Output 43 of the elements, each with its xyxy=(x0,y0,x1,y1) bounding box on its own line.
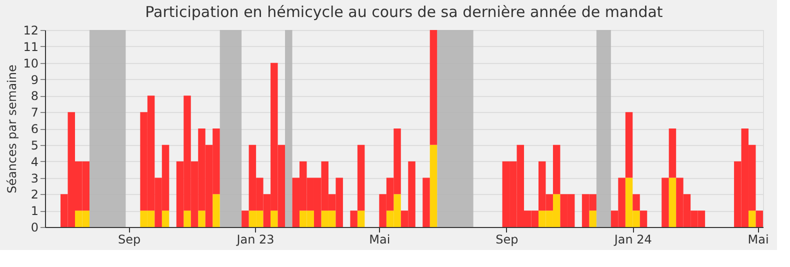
x-tick-label: Jan 24 xyxy=(613,232,652,246)
bar xyxy=(748,210,756,227)
y-tick-label: 11 xyxy=(23,40,38,54)
bar xyxy=(350,210,358,227)
y-tick-label: 2 xyxy=(30,188,38,202)
x-tick-label: Mai xyxy=(748,232,769,246)
x-tick-label: Sep xyxy=(118,232,141,246)
y-tick-label: 7 xyxy=(30,106,38,120)
bar xyxy=(422,178,430,227)
y-tick-label: 3 xyxy=(30,171,38,186)
bar xyxy=(625,112,633,178)
y-tick-label: 10 xyxy=(23,56,38,70)
y-tick-label: 9 xyxy=(30,72,38,87)
y-tick-label: 12 xyxy=(23,24,38,38)
bar xyxy=(270,210,278,227)
x-tick-label: Sep xyxy=(496,232,518,246)
bar xyxy=(756,210,763,227)
x-tick-label: Jan 23 xyxy=(236,232,274,246)
bar xyxy=(162,210,170,227)
bar xyxy=(632,194,640,211)
bar xyxy=(242,210,249,227)
y-tick-label: 8 xyxy=(30,89,38,104)
bar xyxy=(198,210,206,227)
bar xyxy=(184,210,191,227)
x-tick-label: Mai xyxy=(369,232,390,246)
bar xyxy=(430,30,438,145)
y-axis-title: Séances par semaine xyxy=(5,64,20,194)
y-tick-label: 4 xyxy=(30,154,38,169)
bar xyxy=(662,178,669,227)
bar xyxy=(357,144,365,211)
y-tick-label: 5 xyxy=(30,138,38,152)
bar xyxy=(430,144,438,227)
chart-title: Participation en hémicycle au cours de sa dernière année de mandat xyxy=(145,3,663,21)
bar xyxy=(212,194,220,227)
bar xyxy=(589,210,596,227)
bar xyxy=(668,128,676,178)
bar xyxy=(640,210,648,227)
bar xyxy=(552,144,560,194)
y-tick-label: 1 xyxy=(30,204,38,218)
y-tick-label: 6 xyxy=(30,122,38,136)
bar xyxy=(357,210,365,227)
y-tick-label: 0 xyxy=(30,220,38,234)
bar xyxy=(668,178,676,227)
